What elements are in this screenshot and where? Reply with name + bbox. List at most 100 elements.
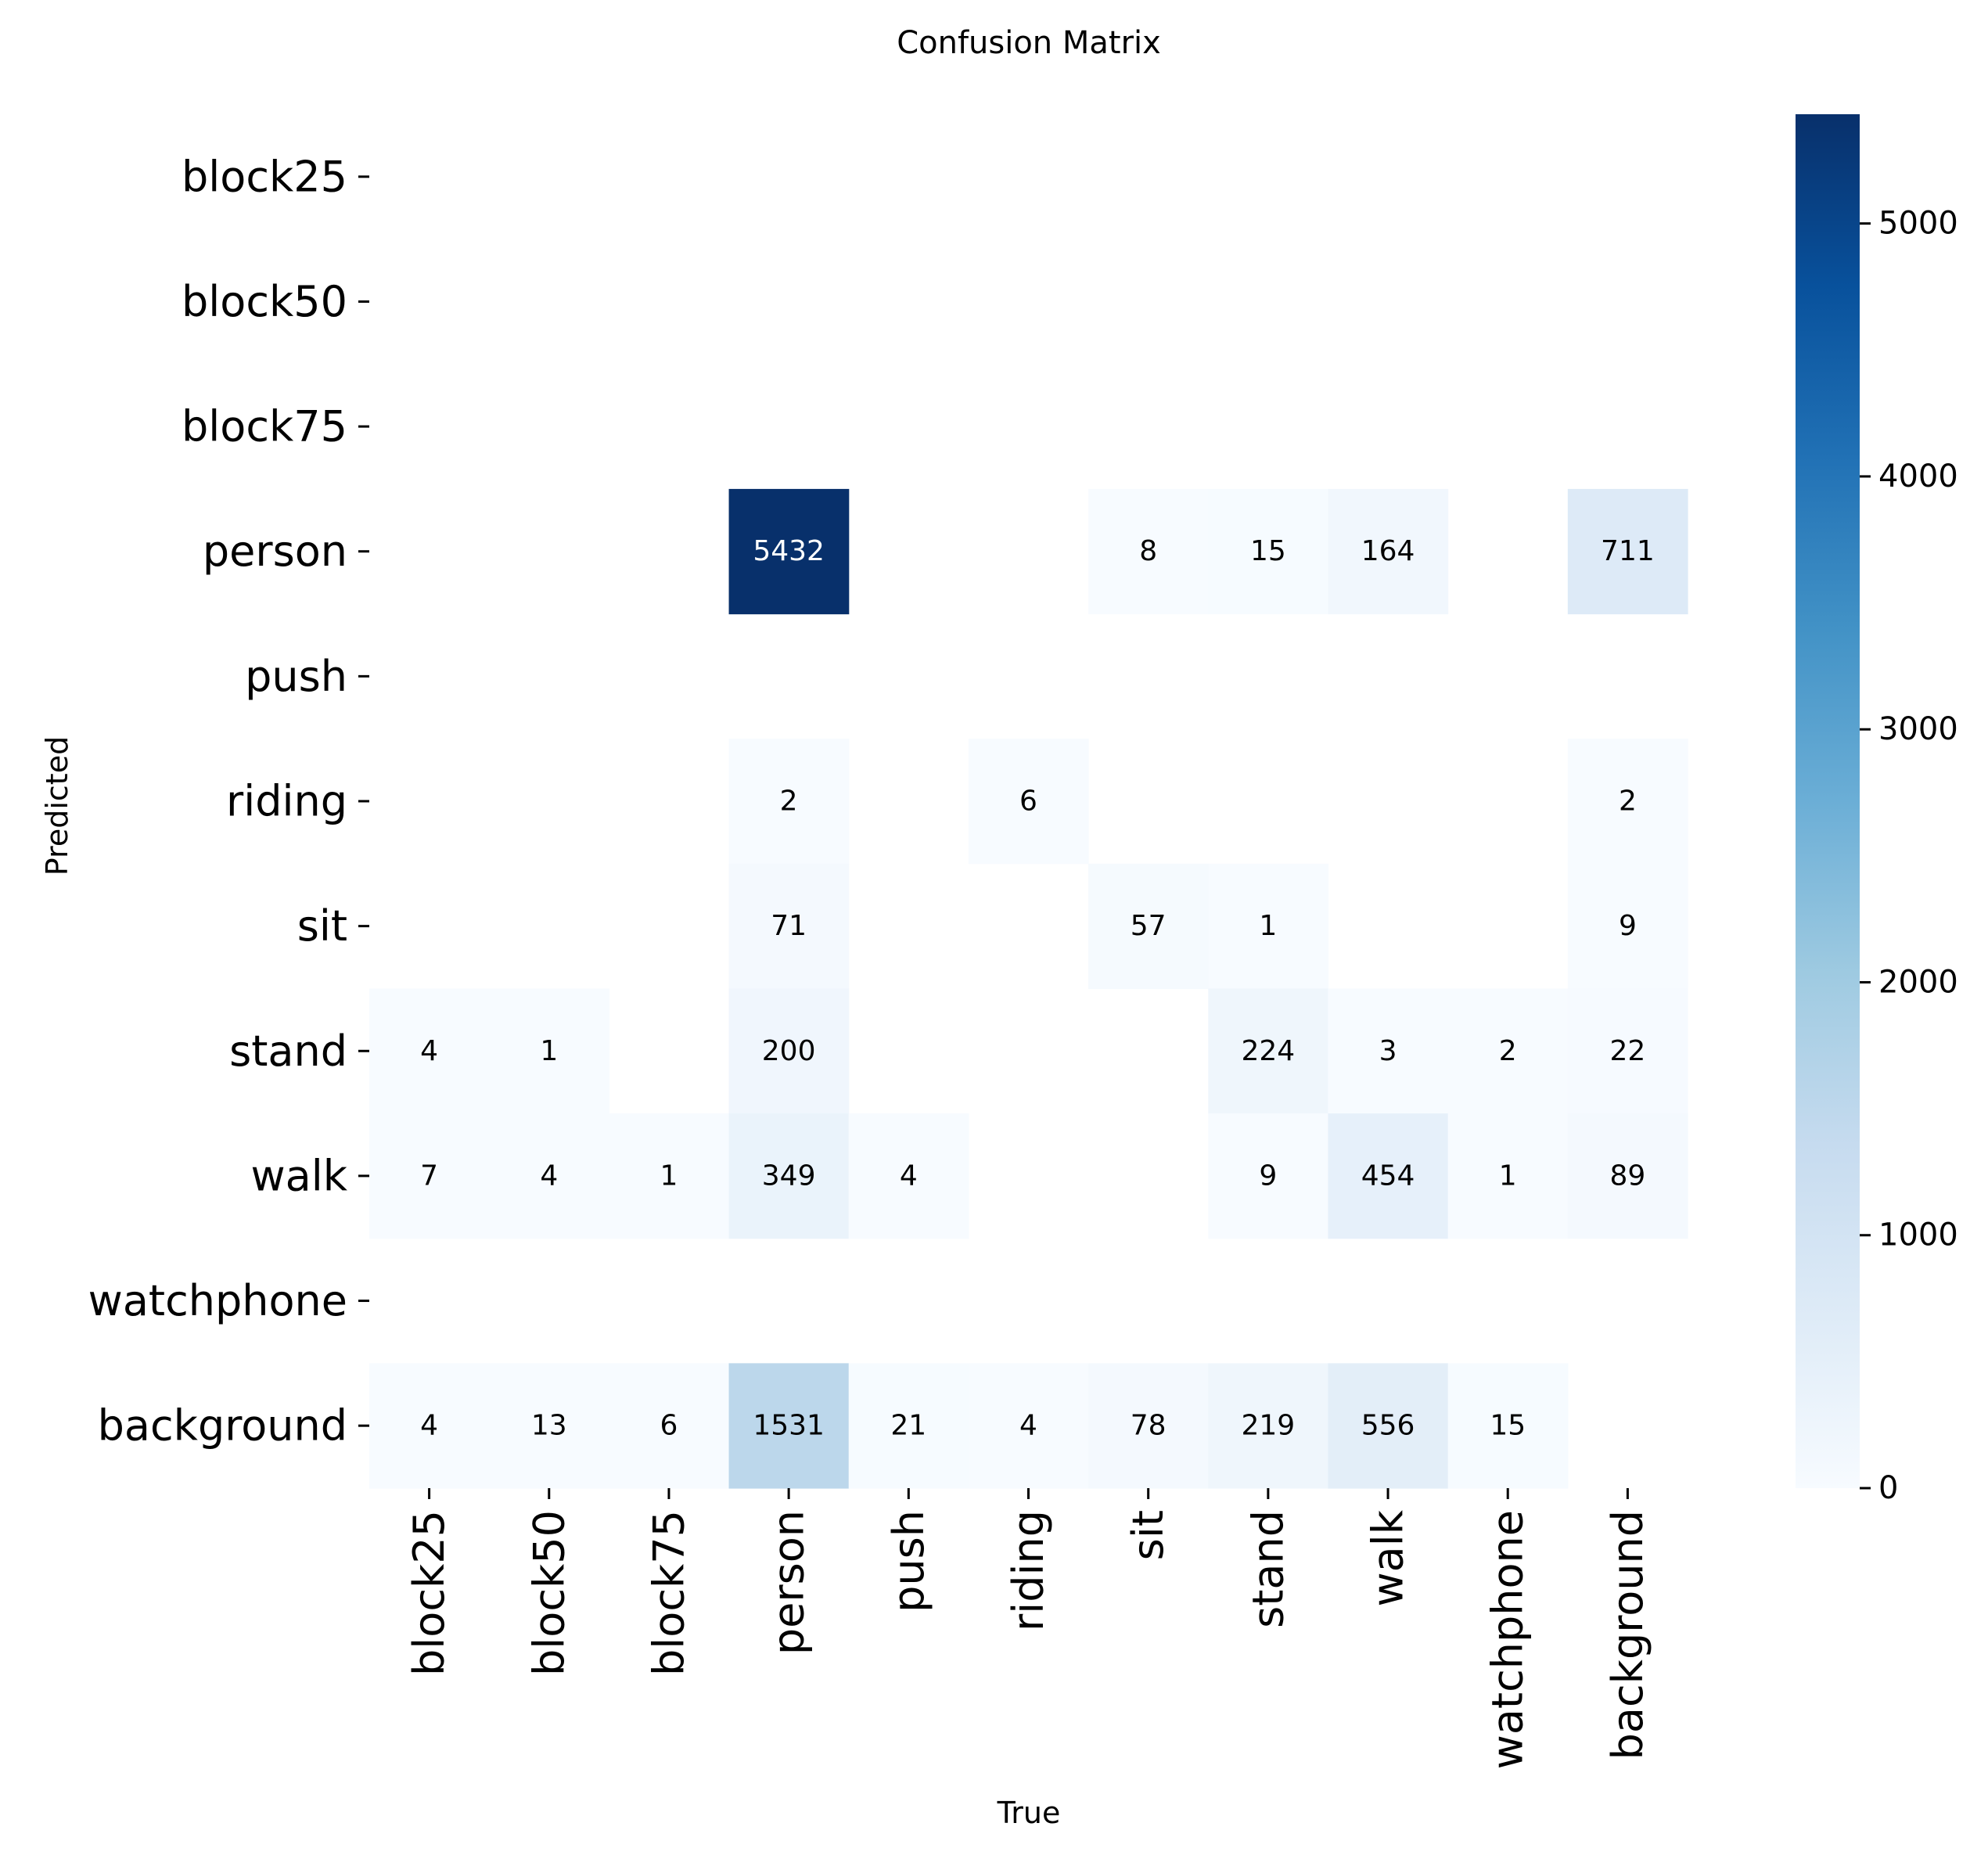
heatmap-cell xyxy=(1567,988,1688,1114)
cell-value-label: 711 xyxy=(1601,535,1655,567)
heatmap-cell xyxy=(1567,739,1688,865)
cell-value-label: 5432 xyxy=(753,535,825,567)
colorbar-ticks: 0 1000 2000 3000 4000 5000 xyxy=(1860,206,1958,1506)
heatmap-cell xyxy=(1567,488,1688,615)
x-tick-label: block25 xyxy=(404,1510,454,1676)
heatmap-cells xyxy=(369,488,1688,1489)
cell-value-label: 7 xyxy=(420,1160,438,1192)
x-tick-label: riding xyxy=(1004,1510,1053,1631)
cell-value-label: 1531 xyxy=(753,1410,825,1442)
cell-value-label: 89 xyxy=(1610,1160,1646,1192)
y-tick-label: push xyxy=(245,652,347,701)
colorbar-tick-label: 3000 xyxy=(1878,711,1958,747)
heatmap-cell xyxy=(1088,863,1209,990)
cell-value-label: 2 xyxy=(1499,1035,1517,1067)
heatmap-cell xyxy=(609,1113,730,1239)
heatmap-cell xyxy=(1208,863,1329,990)
x-axis-ticks: block25 block50 block75 person push riding sit… xyxy=(404,1488,1652,1769)
cell-value-label: 200 xyxy=(762,1035,816,1067)
y-tick-label: block25 xyxy=(182,152,347,201)
cell-value-label: 219 xyxy=(1242,1410,1296,1442)
cell-value-label: 164 xyxy=(1361,535,1415,567)
y-tick-label: block75 xyxy=(182,402,347,451)
cell-value-label: 6 xyxy=(1019,786,1037,818)
heatmap-cell xyxy=(489,1113,609,1239)
x-tick-label: block50 xyxy=(524,1510,573,1676)
cell-value-label: 9 xyxy=(1259,1160,1277,1192)
cell-value-label: 1 xyxy=(1499,1160,1517,1192)
chart-title: Confusion Matrix xyxy=(897,25,1161,61)
cell-value-label: 3 xyxy=(1379,1035,1397,1067)
heatmap-cell xyxy=(968,1363,1089,1489)
colorbar: 0 1000 2000 3000 4000 5000 xyxy=(1796,114,1958,1506)
heatmap-cell xyxy=(1567,1113,1688,1239)
cell-value-label: 15 xyxy=(1250,535,1286,567)
heatmap-cell xyxy=(1088,488,1209,615)
cell-value-label: 13 xyxy=(531,1410,567,1442)
heatmap-cell xyxy=(728,1113,850,1239)
cell-value-label: 22 xyxy=(1610,1035,1646,1067)
cell-value-label: 349 xyxy=(762,1160,816,1192)
y-tick-label: person xyxy=(203,527,347,576)
y-tick-label: block50 xyxy=(182,277,347,326)
x-tick-label: sit xyxy=(1123,1510,1173,1560)
y-axis-ticks: block25 block50 block75 person push riding sit… xyxy=(88,152,369,1451)
cell-value-label: 57 xyxy=(1131,910,1167,942)
heatmap-cell xyxy=(848,1363,969,1489)
heatmap-cell xyxy=(728,739,850,865)
cell-value-label: 2 xyxy=(1619,786,1637,818)
cell-value-label: 556 xyxy=(1361,1410,1415,1442)
cell-value-label: 9 xyxy=(1619,910,1637,942)
x-tick-label: person xyxy=(764,1510,814,1655)
cell-value-label: 4 xyxy=(420,1035,438,1067)
heatmap-cell xyxy=(968,739,1089,865)
heatmap-cell xyxy=(1208,988,1329,1114)
cell-value-label: 1 xyxy=(540,1035,558,1067)
heatmap-cell xyxy=(1328,1113,1449,1239)
colorbar-gradient xyxy=(1796,114,1860,1488)
y-tick-label: riding xyxy=(226,777,347,826)
y-tick-label: background xyxy=(98,1401,347,1451)
colorbar-tick-label: 2000 xyxy=(1878,964,1958,1000)
cell-value-label: 71 xyxy=(771,910,807,942)
colorbar-tick-label: 4000 xyxy=(1878,458,1958,494)
heatmap-cell xyxy=(369,1113,490,1239)
colorbar-tick-label: 5000 xyxy=(1878,206,1958,242)
cell-value-label: 4 xyxy=(1019,1410,1037,1442)
cell-value-label: 224 xyxy=(1242,1035,1296,1067)
heatmap-cell xyxy=(1328,988,1449,1114)
y-tick-label: sit xyxy=(297,901,347,951)
cell-value-label: 4 xyxy=(420,1410,438,1442)
heatmap-cell xyxy=(369,988,490,1114)
y-tick-label: walk xyxy=(250,1151,347,1200)
cell-value-label: 15 xyxy=(1490,1410,1526,1442)
heatmap-cell xyxy=(1088,1363,1209,1489)
cell-value-label: 6 xyxy=(660,1410,678,1442)
heatmap-cell xyxy=(489,988,609,1114)
heatmap-cell xyxy=(728,988,850,1114)
cell-value-label: 454 xyxy=(1361,1160,1415,1192)
heatmap-cell xyxy=(1447,988,1569,1114)
y-tick-label: stand xyxy=(229,1027,347,1076)
cell-value-label: 78 xyxy=(1131,1410,1167,1442)
heatmap-cell xyxy=(728,488,850,615)
heatmap-cell xyxy=(609,1363,730,1489)
cell-value-label: 4 xyxy=(540,1160,558,1192)
colorbar-tick-label: 1000 xyxy=(1878,1217,1958,1253)
cell-value-label: 8 xyxy=(1139,535,1157,567)
heatmap-cell xyxy=(1328,488,1449,615)
heatmap-cell xyxy=(728,863,850,990)
cell-value-label: 4 xyxy=(900,1160,918,1192)
x-tick-label: background xyxy=(1603,1510,1652,1760)
x-tick-label: block75 xyxy=(644,1510,693,1676)
heatmap-cell xyxy=(1447,1363,1569,1489)
x-tick-label: push xyxy=(884,1510,933,1613)
colorbar-tick-label: 0 xyxy=(1878,1470,1898,1506)
heatmap-cell xyxy=(369,1363,490,1489)
cell-value-label: 2 xyxy=(780,786,798,818)
heatmap-cell xyxy=(1328,1363,1449,1489)
cell-value-label: 1 xyxy=(660,1160,678,1192)
heatmap-cell xyxy=(1447,1113,1569,1239)
x-axis-title: True xyxy=(997,1796,1061,1830)
